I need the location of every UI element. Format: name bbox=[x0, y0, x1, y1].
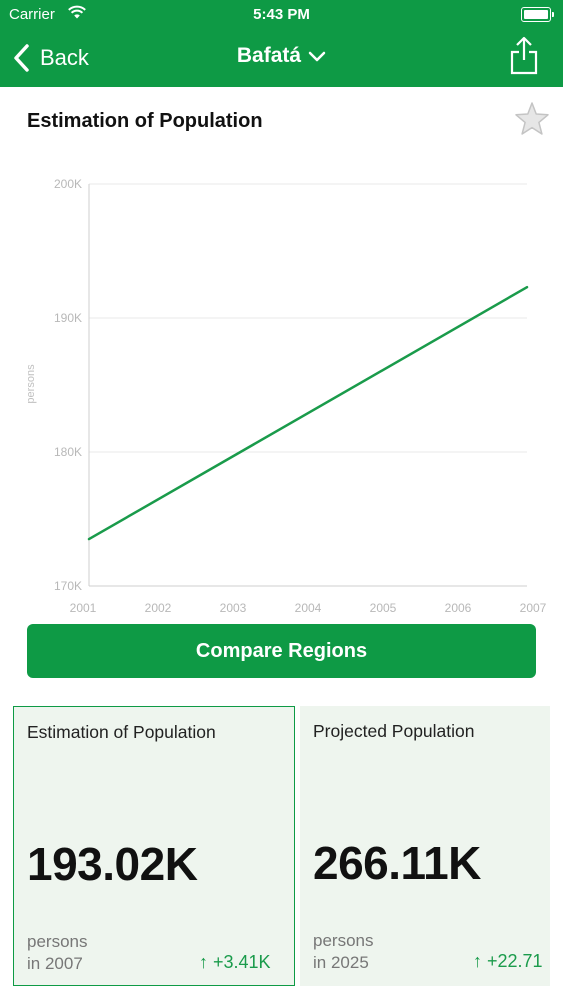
y-tick-label: 200K bbox=[54, 177, 82, 191]
x-tick-label: 2006 bbox=[445, 601, 472, 615]
y-tick-label: 180K bbox=[54, 445, 82, 459]
series-line bbox=[87, 285, 529, 541]
status-bar: Carrier 5:43 PM bbox=[0, 0, 563, 30]
stat-change-value: +22.71 bbox=[487, 951, 543, 971]
card-title: Estimation of Population bbox=[27, 110, 263, 132]
stat-title: Estimation of Population bbox=[27, 722, 216, 742]
x-tick-label: 2007 bbox=[520, 601, 547, 615]
x-tick-label: 2001 bbox=[70, 601, 97, 615]
star-icon[interactable] bbox=[514, 101, 550, 137]
wifi-icon bbox=[68, 5, 86, 19]
compare-regions-label: Compare Regions bbox=[195, 639, 368, 662]
x-tick-label: 2005 bbox=[370, 601, 397, 615]
stat-change: ↑ +3.41K bbox=[199, 952, 271, 973]
stat-value: 266.11K bbox=[313, 837, 481, 889]
battery-icon bbox=[521, 7, 554, 22]
y-tick-label: 190K bbox=[54, 311, 82, 325]
stat-change-value: +3.41K bbox=[213, 952, 271, 972]
back-label: Back bbox=[40, 45, 89, 70]
stat-title: Projected Population bbox=[313, 721, 475, 741]
population-chart: 170K 180K 190K 200K 2001 2002 2003 2004 2005 2006… bbox=[25, 177, 547, 615]
stat-unit: persons bbox=[313, 931, 374, 950]
arrow-up-icon: ↑ bbox=[473, 951, 482, 971]
region-title: Bafatá bbox=[0, 44, 563, 68]
back-chevron-icon bbox=[14, 44, 29, 72]
arrow-up-icon: ↑ bbox=[199, 952, 208, 972]
back-button[interactable]: Back bbox=[14, 41, 89, 75]
carrier-label: Carrier bbox=[9, 6, 55, 23]
compare-regions-button[interactable]: Compare Regions bbox=[27, 624, 536, 678]
navigation-bar: Back Bafatá bbox=[0, 30, 563, 87]
stat-value: 193.02K bbox=[27, 838, 198, 890]
stat-year: in 2007 bbox=[27, 954, 83, 973]
stat-unit: persons bbox=[27, 932, 88, 951]
stat-card-projected[interactable]: Projected Population 266.11K persons in … bbox=[300, 706, 550, 986]
stat-year: in 2025 bbox=[313, 953, 369, 972]
y-tick-label: 170K bbox=[54, 579, 82, 593]
status-time: 5:43 PM bbox=[253, 6, 310, 23]
stat-card-estimation[interactable]: Estimation of Population 193.02K persons… bbox=[13, 706, 295, 986]
app-header: Carrier 5:43 PM Back Bafatá bbox=[0, 0, 563, 87]
share-icon bbox=[510, 36, 538, 75]
x-tick-label: 2003 bbox=[220, 601, 247, 615]
x-tick-label: 2004 bbox=[295, 601, 322, 615]
region-selector[interactable]: Bafatá bbox=[237, 44, 326, 68]
share-button[interactable] bbox=[509, 36, 539, 81]
stat-change: ↑ +22.71 bbox=[473, 951, 543, 972]
region-name: Bafatá bbox=[236, 44, 302, 67]
chevron-down-icon bbox=[308, 51, 326, 62]
x-tick-label: 2002 bbox=[145, 601, 172, 615]
y-axis-label: persons bbox=[25, 364, 37, 404]
